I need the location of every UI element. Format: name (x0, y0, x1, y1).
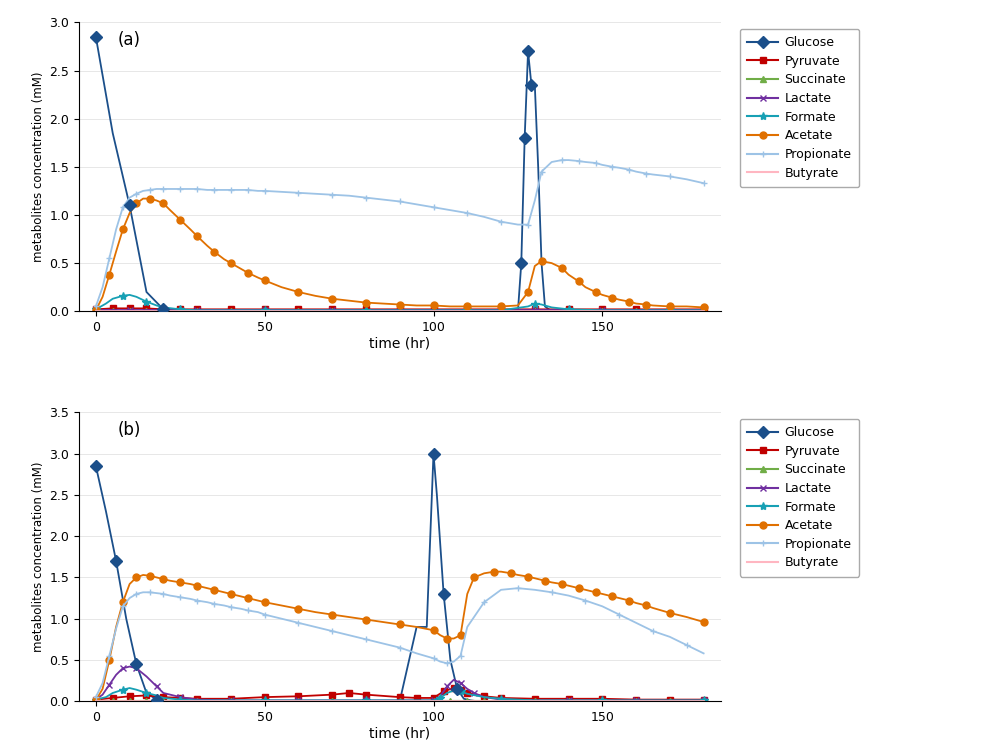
X-axis label: time (hr): time (hr) (369, 336, 430, 351)
Y-axis label: metabolites concentration (mM): metabolites concentration (mM) (32, 72, 45, 262)
Text: (b): (b) (117, 421, 141, 439)
Legend: Glucose, Pyruvate, Succinate, Lactate, Formate, Acetate, Propionate, Butyrate: Glucose, Pyruvate, Succinate, Lactate, F… (739, 28, 858, 187)
Legend: Glucose, Pyruvate, Succinate, Lactate, Formate, Acetate, Propionate, Butyrate: Glucose, Pyruvate, Succinate, Lactate, F… (739, 419, 858, 577)
Text: (a): (a) (117, 31, 140, 49)
Y-axis label: metabolites concentration (mM): metabolites concentration (mM) (32, 462, 45, 652)
X-axis label: time (hr): time (hr) (369, 727, 430, 741)
